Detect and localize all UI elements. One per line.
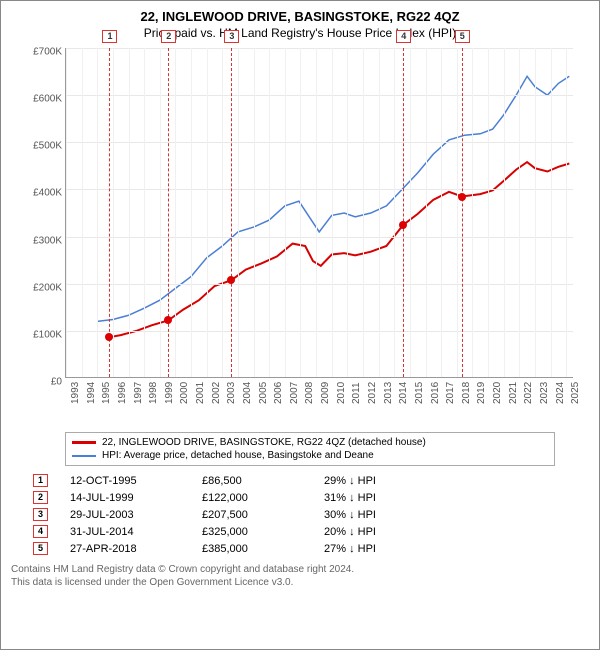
x-axis-label: 1996	[117, 382, 128, 404]
marker-dot	[105, 333, 113, 341]
y-axis-label: £0	[20, 377, 62, 388]
x-axis-label: 2009	[320, 382, 331, 404]
x-axis-label: 2010	[336, 382, 347, 404]
plot-area: £0 £100K £200K £300K £400K £500K £600K £700K 199…	[21, 44, 581, 424]
marker-badge: 5	[455, 30, 470, 43]
x-axis-label: 2011	[351, 382, 362, 404]
legend: 22, INGLEWOOD DRIVE, BASINGSTOKE, RG22 4…	[65, 432, 555, 466]
row-price: £385,000	[202, 543, 302, 555]
x-axis-label: 2021	[508, 382, 519, 404]
row-date: 29-JUL-2003	[70, 509, 180, 521]
sales-table: 1 12-OCT-1995 £86,500 29% ↓ HPI 2 14-JUL-1999…	[33, 472, 589, 557]
row-date: 31-JUL-2014	[70, 526, 180, 538]
y-axis-label: £100K	[20, 329, 62, 340]
marker-dot	[164, 316, 172, 324]
table-row: 1 12-OCT-1995 £86,500 29% ↓ HPI	[33, 472, 589, 489]
row-date: 14-JUL-1999	[70, 492, 180, 504]
x-axis-label: 1999	[164, 382, 175, 404]
footnote-line: This data is licensed under the Open Gov…	[11, 576, 589, 589]
row-price: £86,500	[202, 475, 302, 487]
table-row: 5 27-APR-2018 £385,000 27% ↓ HPI	[33, 540, 589, 557]
marker-badge: 2	[161, 30, 176, 43]
x-axis-label: 2013	[383, 382, 394, 404]
x-axis-label: 2020	[492, 382, 503, 404]
marker-badge: 3	[224, 30, 239, 43]
y-axis-label: £300K	[20, 235, 62, 246]
y-axis-label: £700K	[20, 47, 62, 58]
y-axis-label: £500K	[20, 141, 62, 152]
x-axis-label: 2004	[242, 382, 253, 404]
legend-label: 22, INGLEWOOD DRIVE, BASINGSTOKE, RG22 4…	[102, 437, 426, 448]
y-axis-label: £200K	[20, 282, 62, 293]
row-pct: 20% ↓ HPI	[324, 526, 424, 538]
x-axis-label: 2024	[555, 382, 566, 404]
series-line	[110, 162, 570, 337]
x-axis-label: 1997	[133, 382, 144, 404]
x-axis-label: 2007	[289, 382, 300, 404]
row-date: 27-APR-2018	[70, 543, 180, 555]
x-axis-label: 2005	[258, 382, 269, 404]
line-series	[66, 48, 574, 378]
x-axis-label: 2008	[304, 382, 315, 404]
x-axis-label: 2002	[211, 382, 222, 404]
x-axis-label: 1994	[86, 382, 97, 404]
footnote-line: Contains HM Land Registry data © Crown c…	[11, 563, 589, 576]
row-price: £207,500	[202, 509, 302, 521]
chart-title: 22, INGLEWOOD DRIVE, BASINGSTOKE, RG22 4…	[11, 9, 589, 24]
marker-dot	[399, 221, 407, 229]
x-axis-label: 2018	[461, 382, 472, 404]
row-marker: 5	[33, 542, 48, 555]
legend-row: 22, INGLEWOOD DRIVE, BASINGSTOKE, RG22 4…	[72, 436, 548, 449]
marker-badge: 1	[102, 30, 117, 43]
x-axis-label: 2016	[430, 382, 441, 404]
row-pct: 30% ↓ HPI	[324, 509, 424, 521]
marker-line	[109, 48, 110, 377]
chart-subtitle: Price paid vs. HM Land Registry's House …	[11, 26, 589, 40]
x-axis-label: 1998	[148, 382, 159, 404]
marker-line	[403, 48, 404, 377]
marker-line	[462, 48, 463, 377]
x-axis-label: 2006	[273, 382, 284, 404]
x-axis-label: 2025	[570, 382, 581, 404]
row-pct: 27% ↓ HPI	[324, 543, 424, 555]
row-pct: 31% ↓ HPI	[324, 492, 424, 504]
marker-line	[231, 48, 232, 377]
x-axis-label: 2001	[195, 382, 206, 404]
row-marker: 2	[33, 491, 48, 504]
row-marker: 3	[33, 508, 48, 521]
legend-label: HPI: Average price, detached house, Basi…	[102, 450, 374, 461]
chart-container: 22, INGLEWOOD DRIVE, BASINGSTOKE, RG22 4…	[0, 0, 600, 650]
y-axis-label: £400K	[20, 188, 62, 199]
marker-dot	[458, 193, 466, 201]
row-marker: 1	[33, 474, 48, 487]
x-axis-label: 2000	[179, 382, 190, 404]
x-axis-label: 1995	[101, 382, 112, 404]
x-axis-label: 2015	[414, 382, 425, 404]
x-axis-label: 1993	[70, 382, 81, 404]
x-axis-label: 2017	[445, 382, 456, 404]
legend-swatch	[72, 441, 96, 444]
row-date: 12-OCT-1995	[70, 475, 180, 487]
row-marker: 4	[33, 525, 48, 538]
x-axis-label: 2014	[398, 382, 409, 404]
marker-badge: 4	[396, 30, 411, 43]
x-axis-label: 2022	[523, 382, 534, 404]
x-axis-label: 2023	[539, 382, 550, 404]
legend-swatch	[72, 455, 96, 457]
y-axis-label: £600K	[20, 94, 62, 105]
x-axis-label: 2003	[226, 382, 237, 404]
footnote: Contains HM Land Registry data © Crown c…	[11, 563, 589, 589]
x-axis-label: 2012	[367, 382, 378, 404]
legend-row: HPI: Average price, detached house, Basi…	[72, 449, 548, 462]
x-axis-label: 2019	[476, 382, 487, 404]
table-row: 3 29-JUL-2003 £207,500 30% ↓ HPI	[33, 506, 589, 523]
table-row: 4 31-JUL-2014 £325,000 20% ↓ HPI	[33, 523, 589, 540]
row-price: £325,000	[202, 526, 302, 538]
table-row: 2 14-JUL-1999 £122,000 31% ↓ HPI	[33, 489, 589, 506]
row-price: £122,000	[202, 492, 302, 504]
row-pct: 29% ↓ HPI	[324, 475, 424, 487]
plot-inner: £0£100K£200K£300K£400K£500K£600K£700K199…	[65, 48, 573, 378]
marker-dot	[227, 276, 235, 284]
marker-line	[168, 48, 169, 377]
